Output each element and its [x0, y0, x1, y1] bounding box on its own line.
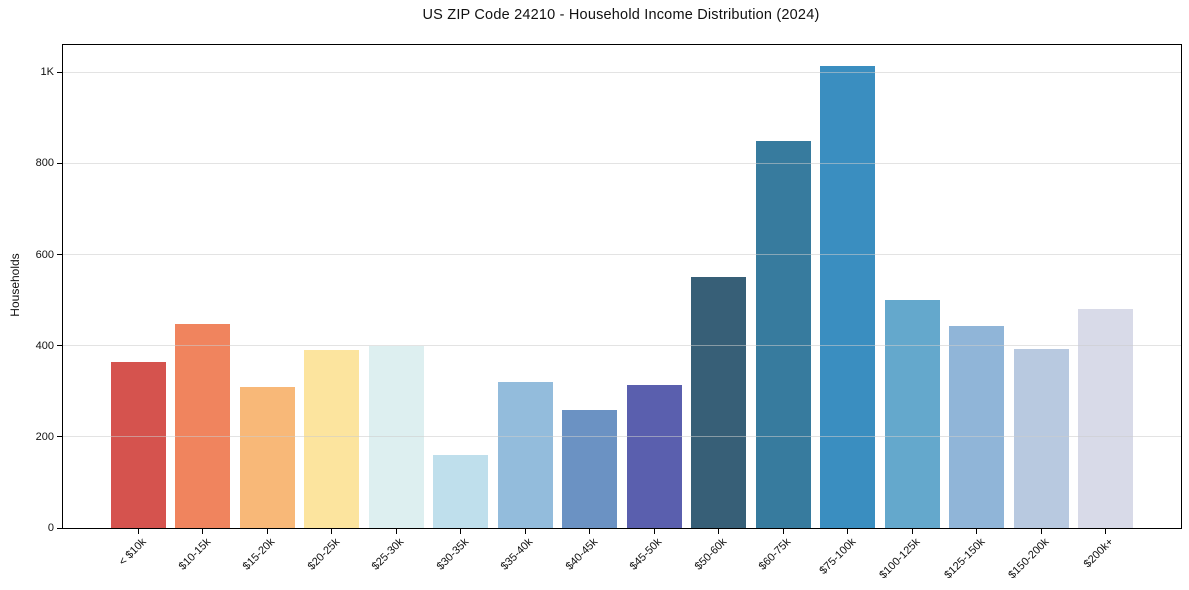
y-tick-label: 0 — [47, 522, 54, 534]
x-tick-mark — [395, 529, 397, 534]
x-tick-label: $100-125k — [877, 536, 923, 582]
y-tick-mark — [57, 254, 62, 256]
bar-$45-50k — [626, 384, 682, 528]
bar-$75-100k — [820, 65, 876, 528]
x-tick-label: $25-30k — [370, 536, 407, 573]
y-tick-mark — [57, 162, 62, 164]
y-tick-mark — [57, 345, 62, 347]
bar-$15-20k — [239, 386, 295, 528]
x-tick-label: $50-60k — [692, 536, 730, 573]
x-tick-mark — [653, 529, 655, 534]
gridline — [63, 71, 1181, 73]
x-tick-label: $10-15k — [176, 536, 214, 573]
y-tick-mark — [57, 71, 62, 73]
chart-title: US ZIP Code 24210 - Household Income Dis… — [422, 7, 820, 23]
x-tick-mark — [266, 529, 268, 534]
y-tick-label: 1K — [40, 66, 54, 79]
x-tick-mark — [718, 529, 720, 534]
gridline — [63, 162, 1181, 164]
x-tick-label: $15-20k — [241, 536, 278, 573]
gridline — [63, 254, 1181, 256]
bar-$200k+ — [1078, 309, 1134, 528]
x-tick-mark — [524, 529, 526, 534]
bar-$50-60k — [691, 277, 747, 528]
x-tick-mark — [202, 529, 204, 534]
y-axis-label: Households — [8, 253, 22, 317]
y-tick-mark — [57, 527, 62, 529]
bar-$35-40k — [497, 382, 553, 528]
y-tick-label: 800 — [35, 157, 54, 170]
x-tick-label: $45-50k — [628, 536, 665, 573]
plot-area: 0 200 400 600 800 1K < $10k $10-15k $15-20k $20-… — [36, 44, 1182, 581]
x-tick-label: $40-45k — [563, 536, 601, 573]
gridline — [63, 345, 1181, 347]
bar-$40-45k — [562, 409, 618, 528]
bar-$30-35k — [433, 455, 489, 528]
bar-$100-125k — [884, 300, 940, 528]
y-tick-label: 400 — [35, 339, 54, 352]
x-tick-mark — [1040, 529, 1042, 534]
x-tick-label: $35-40k — [499, 536, 536, 573]
y-tick-label: 600 — [35, 248, 54, 261]
bar-$25-30k — [368, 346, 424, 528]
y-tick-label: 200 — [35, 430, 54, 443]
x-tick-mark — [911, 529, 913, 534]
bar-< $10k — [110, 361, 166, 528]
x-tick-mark — [782, 529, 784, 534]
x-tick-mark — [589, 529, 591, 534]
x-tick-mark — [331, 529, 333, 534]
x-tick-label: $60-75k — [757, 536, 794, 573]
x-tick-mark — [1105, 529, 1107, 534]
x-tick-label: $30-35k — [434, 536, 472, 573]
x-tick-label: $75-100k — [817, 536, 859, 577]
bar-$60-75k — [755, 140, 811, 528]
y-tick-mark — [57, 436, 62, 438]
x-tick-label: $200k+ — [1082, 536, 1117, 571]
x-tick-label: $150-200k — [1006, 536, 1052, 582]
x-tick-mark — [137, 529, 139, 534]
bar-$150-200k — [1013, 348, 1069, 528]
bar-$20-25k — [304, 350, 360, 528]
x-tick-mark — [976, 529, 978, 534]
x-tick-mark — [847, 529, 849, 534]
x-tick-label: < $10k — [116, 536, 149, 569]
x-tick-label: $125-150k — [941, 536, 988, 582]
x-tick-mark — [460, 529, 462, 534]
bar-$125-150k — [949, 326, 1005, 528]
bar-$10-15k — [175, 323, 231, 528]
x-tick-label: $20-25k — [305, 536, 343, 573]
